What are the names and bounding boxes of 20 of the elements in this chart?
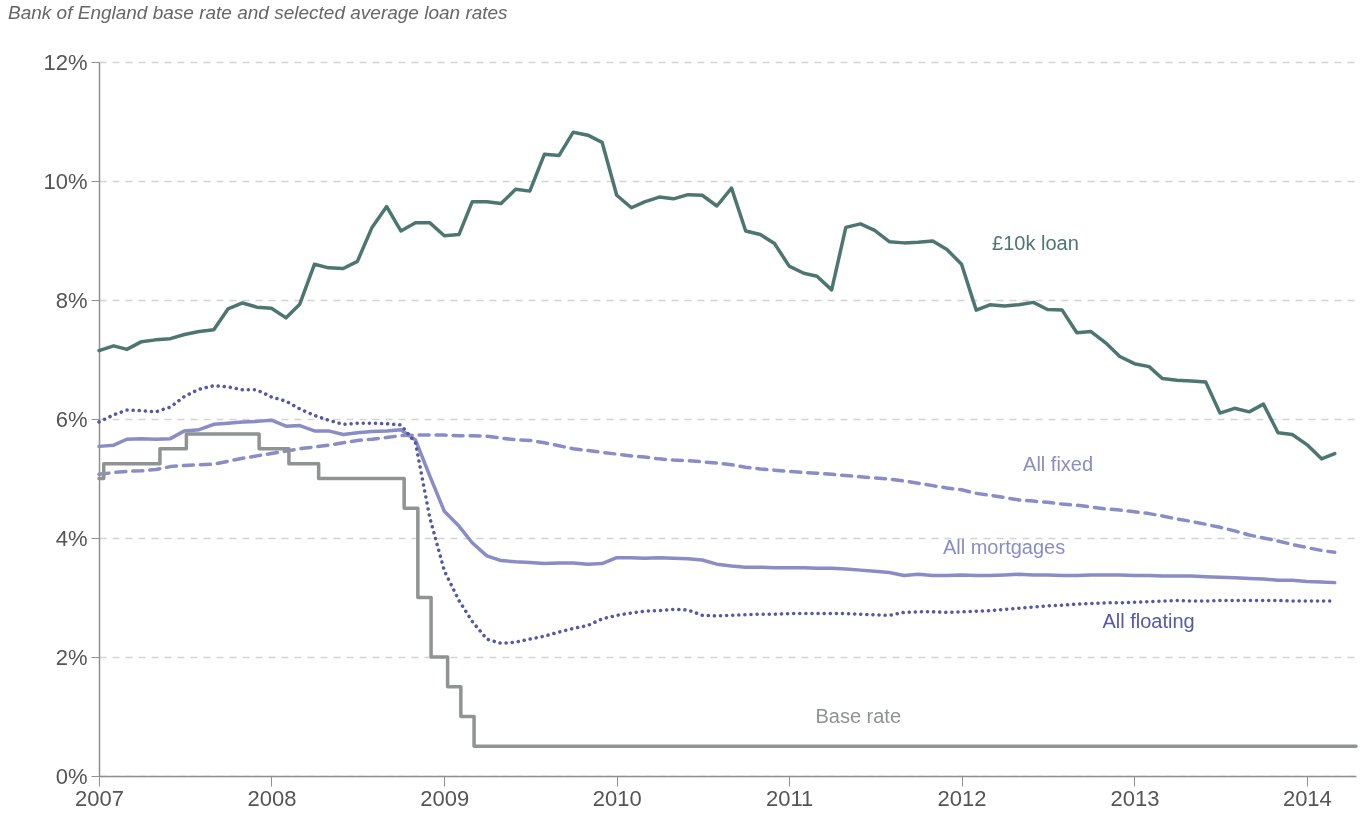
x-tick-label: 2010	[592, 785, 642, 811]
x-tick-label: 2009	[420, 785, 470, 811]
series-label: All floating	[1102, 610, 1195, 633]
x-tick-label: 2012	[937, 785, 987, 811]
x-tick-label: 2011	[765, 785, 814, 811]
x-tick-label: 2014	[1282, 785, 1332, 811]
series-label: All mortgages	[942, 536, 1066, 559]
series-label: £10k loan	[992, 232, 1079, 255]
y-tick-label: 12%	[43, 49, 88, 75]
x-tick-label: 2013	[1110, 785, 1160, 811]
chart-title: Bank of England base rate and selected average loan rates	[8, 2, 509, 23]
y-tick-label: 2%	[55, 644, 88, 670]
y-tick-label: 4%	[55, 525, 88, 551]
series-label: All fixed	[1023, 453, 1094, 476]
x-tick-label: 2008	[247, 785, 297, 811]
line-series	[97, 418, 1337, 585]
y-tick-label: 8%	[55, 287, 88, 313]
series-label: Base rate	[815, 705, 902, 728]
y-tick-label: 10%	[43, 168, 88, 194]
y-tick-label: 6%	[55, 406, 88, 432]
